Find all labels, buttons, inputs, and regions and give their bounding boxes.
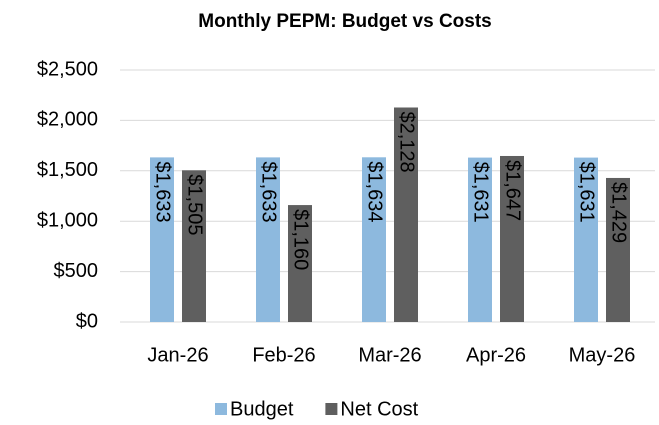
x-tick-label: Jan-26 [147,344,208,366]
legend-swatch [325,403,338,415]
y-tick-label: $1,500 [37,159,98,181]
data-label: $1,647 [502,160,524,221]
legend-label: Net Cost [340,398,418,420]
bar [394,107,418,323]
bar [182,170,206,322]
y-tick-label: $1,000 [37,209,98,231]
bar [468,157,492,322]
legend-swatch [215,403,227,415]
y-tick-label: $500 [54,260,99,282]
x-tick-label: Apr-26 [466,344,526,366]
data-label: $1,429 [608,182,630,243]
data-label: $1,631 [470,162,492,223]
bar [256,157,280,322]
bar [606,177,630,322]
x-tick-label: May-26 [569,344,636,366]
y-tick-label: $2,000 [37,109,98,131]
x-tick-label: Feb-26 [252,344,315,366]
bar [150,157,174,322]
bar [362,157,386,322]
bar [500,155,524,322]
data-label: $1,634 [364,161,386,222]
data-label: $1,633 [152,161,174,222]
y-tick-label: $0 [76,310,98,332]
y-tick-label: $2,500 [37,58,98,80]
legend-label: Budget [230,398,294,420]
data-label: $1,631 [576,162,598,223]
data-label: $1,505 [184,174,206,235]
bar [574,157,598,322]
data-label: $1,633 [258,161,280,222]
chart-title: Monthly PEPM: Budget vs Costs [198,11,491,32]
data-label: $1,160 [290,209,312,270]
data-label: $2,128 [396,111,418,172]
bar [288,205,312,322]
x-tick-label: Mar-26 [358,344,421,366]
